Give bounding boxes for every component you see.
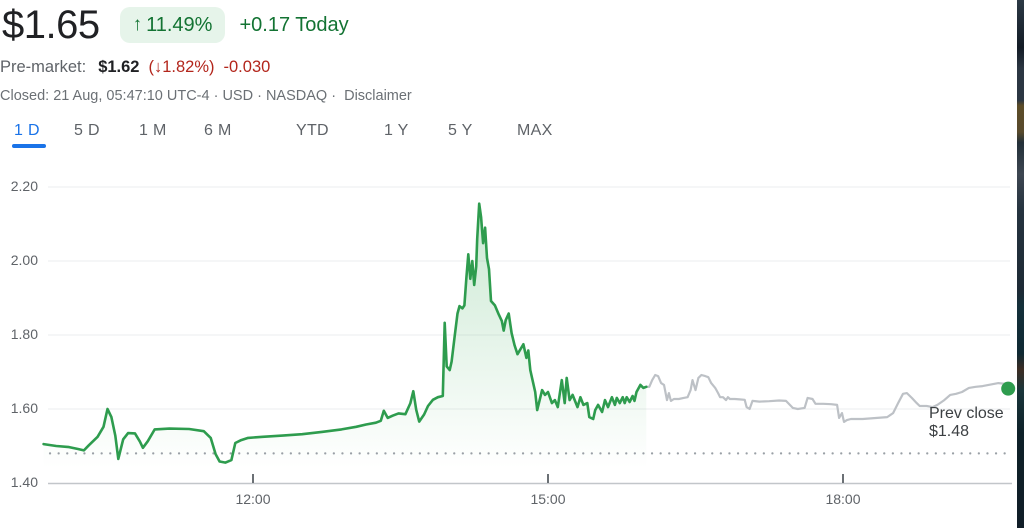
area-fill [43, 203, 647, 472]
tab-5y[interactable]: 5 Y [448, 122, 473, 139]
x-axis-label: 18:00 [825, 491, 861, 507]
up-arrow-icon: ↑ [132, 14, 143, 35]
tab-1m[interactable]: 1 M [139, 122, 167, 139]
premarket-price: $1.62 [98, 58, 140, 76]
tab-1y[interactable]: 1 Y [384, 122, 409, 139]
prev-close-value: $1.48 [929, 423, 970, 440]
after-hours-line [645, 373, 1010, 423]
x-axis-ticks [252, 474, 844, 483]
tab-5d[interactable]: 5 D [74, 122, 100, 139]
premarket-change-percent: (↓1.82%) [148, 58, 215, 76]
y-axis-label: 1.60 [10, 400, 38, 416]
latest-price-dot [1001, 381, 1016, 396]
y-axis-label: 1.40 [10, 474, 38, 490]
y-axis-label: 2.00 [10, 252, 38, 268]
premarket-label: Pre-market: [0, 58, 87, 76]
today-change: +0.17 Today [239, 13, 349, 36]
window-edge-strip [1017, 0, 1024, 528]
disclaimer-link[interactable]: Disclaimer [344, 88, 412, 104]
y-axis-label: 1.80 [10, 326, 38, 342]
y-axis-label: 2.20 [10, 178, 38, 194]
market-status: Closed: 21 Aug, 05:47:10 UTC-4 · USD · N… [0, 88, 412, 104]
badge-percent: 11.49% [146, 14, 213, 36]
tab-1d[interactable]: 1 D [14, 122, 40, 139]
time-range-tabs: 1 D 5 D 1 M 6 M YTD 1 Y 5 Y MAX [0, 120, 1024, 152]
x-axis-label: 12:00 [235, 491, 271, 507]
active-tab-underline [12, 144, 46, 148]
tab-max[interactable]: MAX [517, 122, 553, 139]
tab-ytd[interactable]: YTD [296, 122, 329, 139]
premarket-change-abs: -0.030 [223, 58, 271, 76]
regular-session-line [42, 202, 648, 464]
market-status-text: Closed: 21 Aug, 05:47:10 UTC-4 · USD · N… [0, 88, 337, 104]
tab-6m[interactable]: 6 M [204, 122, 232, 139]
price-display: $1.65 [2, 3, 100, 47]
price-header: $1.65 ↑ 11.49% +0.17 Today [2, 3, 349, 47]
premarket-row: Pre-market: $1.62 (↓1.82%) -0.030 [0, 58, 270, 77]
change-badge: ↑ 11.49% [119, 7, 226, 43]
prev-close-annotation: Prev close $1.48 [929, 405, 1004, 441]
x-axis-label: 15:00 [530, 491, 566, 507]
prev-close-label: Prev close [929, 405, 1004, 422]
